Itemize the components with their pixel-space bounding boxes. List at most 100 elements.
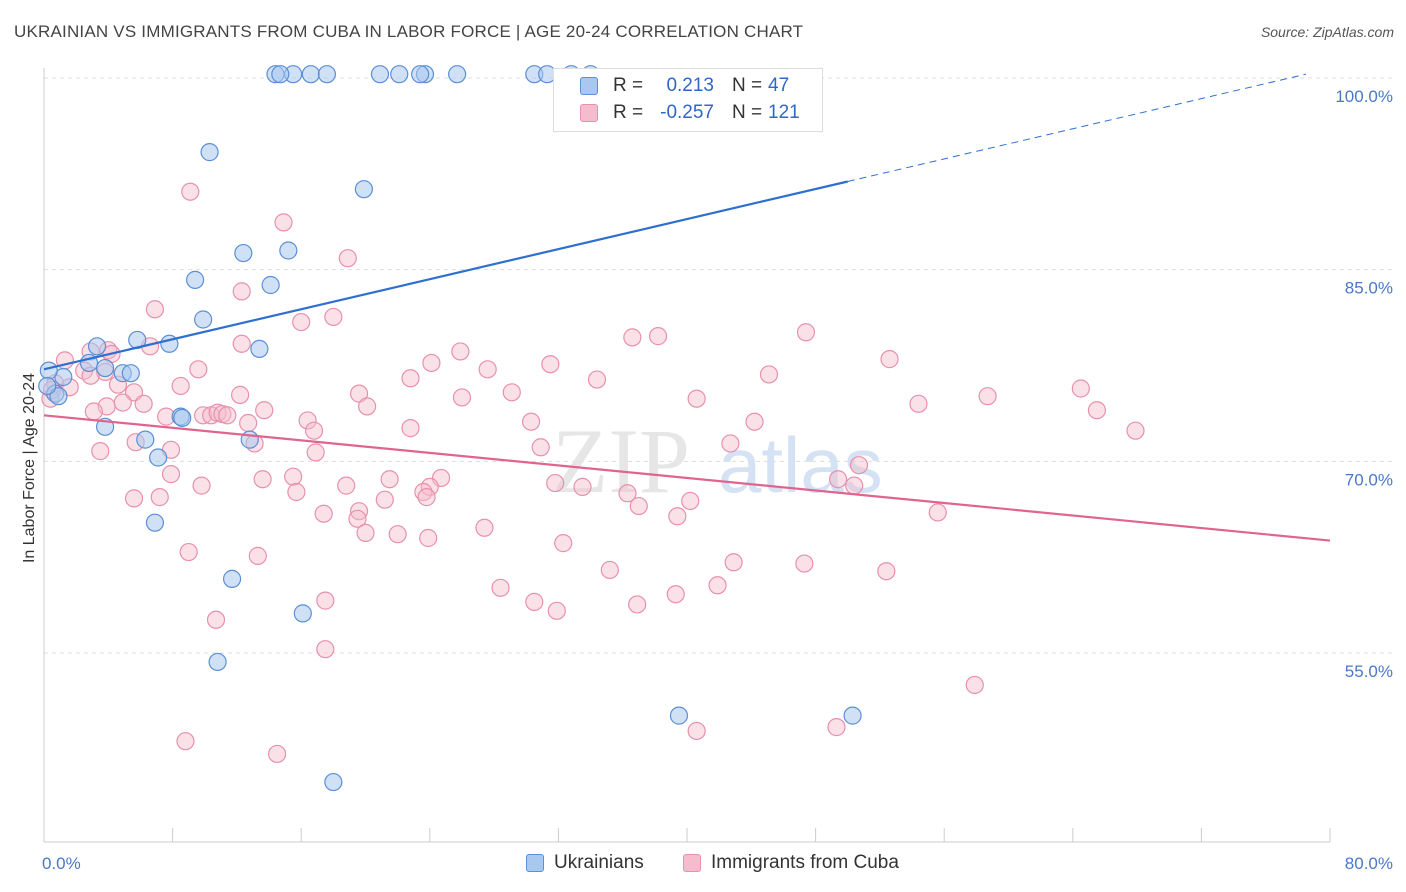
data-point-cuba [349,502,369,521]
data-point-cuba [380,470,399,489]
data-point-cuba [358,397,377,416]
data-point-ukrainians [136,430,155,449]
data-point-ukrainians [370,65,390,84]
data-point-cuba [316,591,335,610]
data-point-ukrainians [194,310,213,329]
data-point-cuba [145,300,165,319]
data-point-cuba [113,393,132,412]
data-point-cuba [314,504,333,523]
data-point-cuba [546,473,565,493]
data-point-cuba [298,411,317,430]
r-label: R = [613,75,644,96]
r-value: -0.257 [660,102,714,123]
data-point-ukrainians [234,243,253,263]
data-point-cuba [547,601,566,620]
data-point-cuba [179,542,198,562]
data-point-ukrainians [95,358,115,378]
data-point-cuba [232,282,251,301]
data-point-cuba [909,394,928,413]
data-point-cuba [708,576,727,595]
data-point-cuba [478,360,497,379]
data-point-cuba [189,360,208,379]
data-point-cuba [287,482,306,502]
data-point-cuba [587,370,607,389]
data-point-cuba [232,334,251,353]
correlation-legend: R = 0.213 N = 47 R = -0.257 N = 121 [553,68,823,132]
data-point-ukrainians [279,241,298,260]
data-point-cuba [422,353,441,373]
data-point-cuba [375,490,394,509]
data-point-cuba [124,489,144,508]
data-point-ukrainians [222,569,242,588]
chart-title: UKRAINIAN VS IMMIGRANTS FROM CUBA IN LAB… [14,22,804,41]
data-point-cuba [541,355,560,374]
data-point-cuba [150,488,169,507]
data-point-cuba [452,388,472,407]
data-point-cuba [795,554,814,573]
n-value: 47 [768,75,790,96]
data-point-cuba [292,312,311,332]
data-point-cuba [600,560,619,580]
data-point-cuba [192,476,211,495]
data-point-cuba [401,369,420,388]
n-label: N = [732,75,763,96]
legend-row-cuba: R = -0.257 N = 121 [554,100,822,126]
data-point-ukrainians [49,387,68,406]
data-point-cuba [324,307,343,327]
data-point-cuba [306,443,325,462]
data-point-cuba [1087,401,1107,420]
data-point-cuba [176,732,195,751]
data-point-ukrainians [261,275,280,295]
data-point-cuba [231,385,250,404]
data-point-ukrainians [390,65,409,84]
data-point-cuba [1071,379,1090,398]
legend-row-ukrainians: R = 0.213 N = 47 [554,73,822,99]
legend-swatch-blue [526,854,544,872]
y-tick-label: 85.0% [1345,279,1393,298]
data-point-ukrainians [186,270,205,289]
data-point-cuba [248,546,267,565]
data-point-cuba [796,323,816,342]
n-value: 121 [768,102,800,123]
legend-swatch-pink [580,104,598,122]
gridlines [44,77,1392,654]
x-tick-label: 80.0% [1345,854,1393,873]
data-point-ukrainians [317,65,337,84]
axes [43,68,1331,843]
series-legend: Ukrainians Immigrants from Cuba [0,852,1406,878]
data-point-cuba [417,488,436,507]
data-point-cuba [745,412,764,431]
data-point-cuba [531,438,550,457]
data-point-cuba [928,503,947,522]
data-point-ukrainians [293,604,312,623]
watermark-zip: ZIP [552,410,690,512]
data-point-cuba [239,413,258,433]
data-point-cuba [521,412,541,431]
data-point-ukrainians [271,65,290,84]
data-point-cuba [414,482,433,502]
data-point-cuba [475,518,494,537]
data-point-cuba [880,350,899,369]
tick-labels: 55.0% 70.0% 85.0% 100.0% 0.0% 80.0% [42,87,1393,873]
data-point-cuba [687,389,706,408]
data-point-cuba [525,592,544,611]
data-point-ukrainians [121,364,140,383]
data-point-ukrainians [843,706,862,725]
data-point-cuba [573,477,592,496]
data-point-cuba [253,470,272,489]
data-point-ukrainians [39,361,58,380]
trend-line-ukrainians-extension [847,73,1307,182]
trend-line-ukrainians [43,180,849,371]
data-point-cuba [134,394,153,413]
data-point-cuba [348,509,367,528]
data-point-cuba [388,525,407,544]
data-point-cuba [724,553,743,572]
data-point-cuba [681,491,700,511]
data-point-cuba [623,328,642,347]
x-tick-label: 0.0% [42,854,81,873]
data-point-cuba [356,523,375,542]
data-point-cuba [845,476,864,495]
data-point-cuba [349,384,369,403]
data-point-cuba [267,744,287,764]
trend-lines [43,73,1331,542]
